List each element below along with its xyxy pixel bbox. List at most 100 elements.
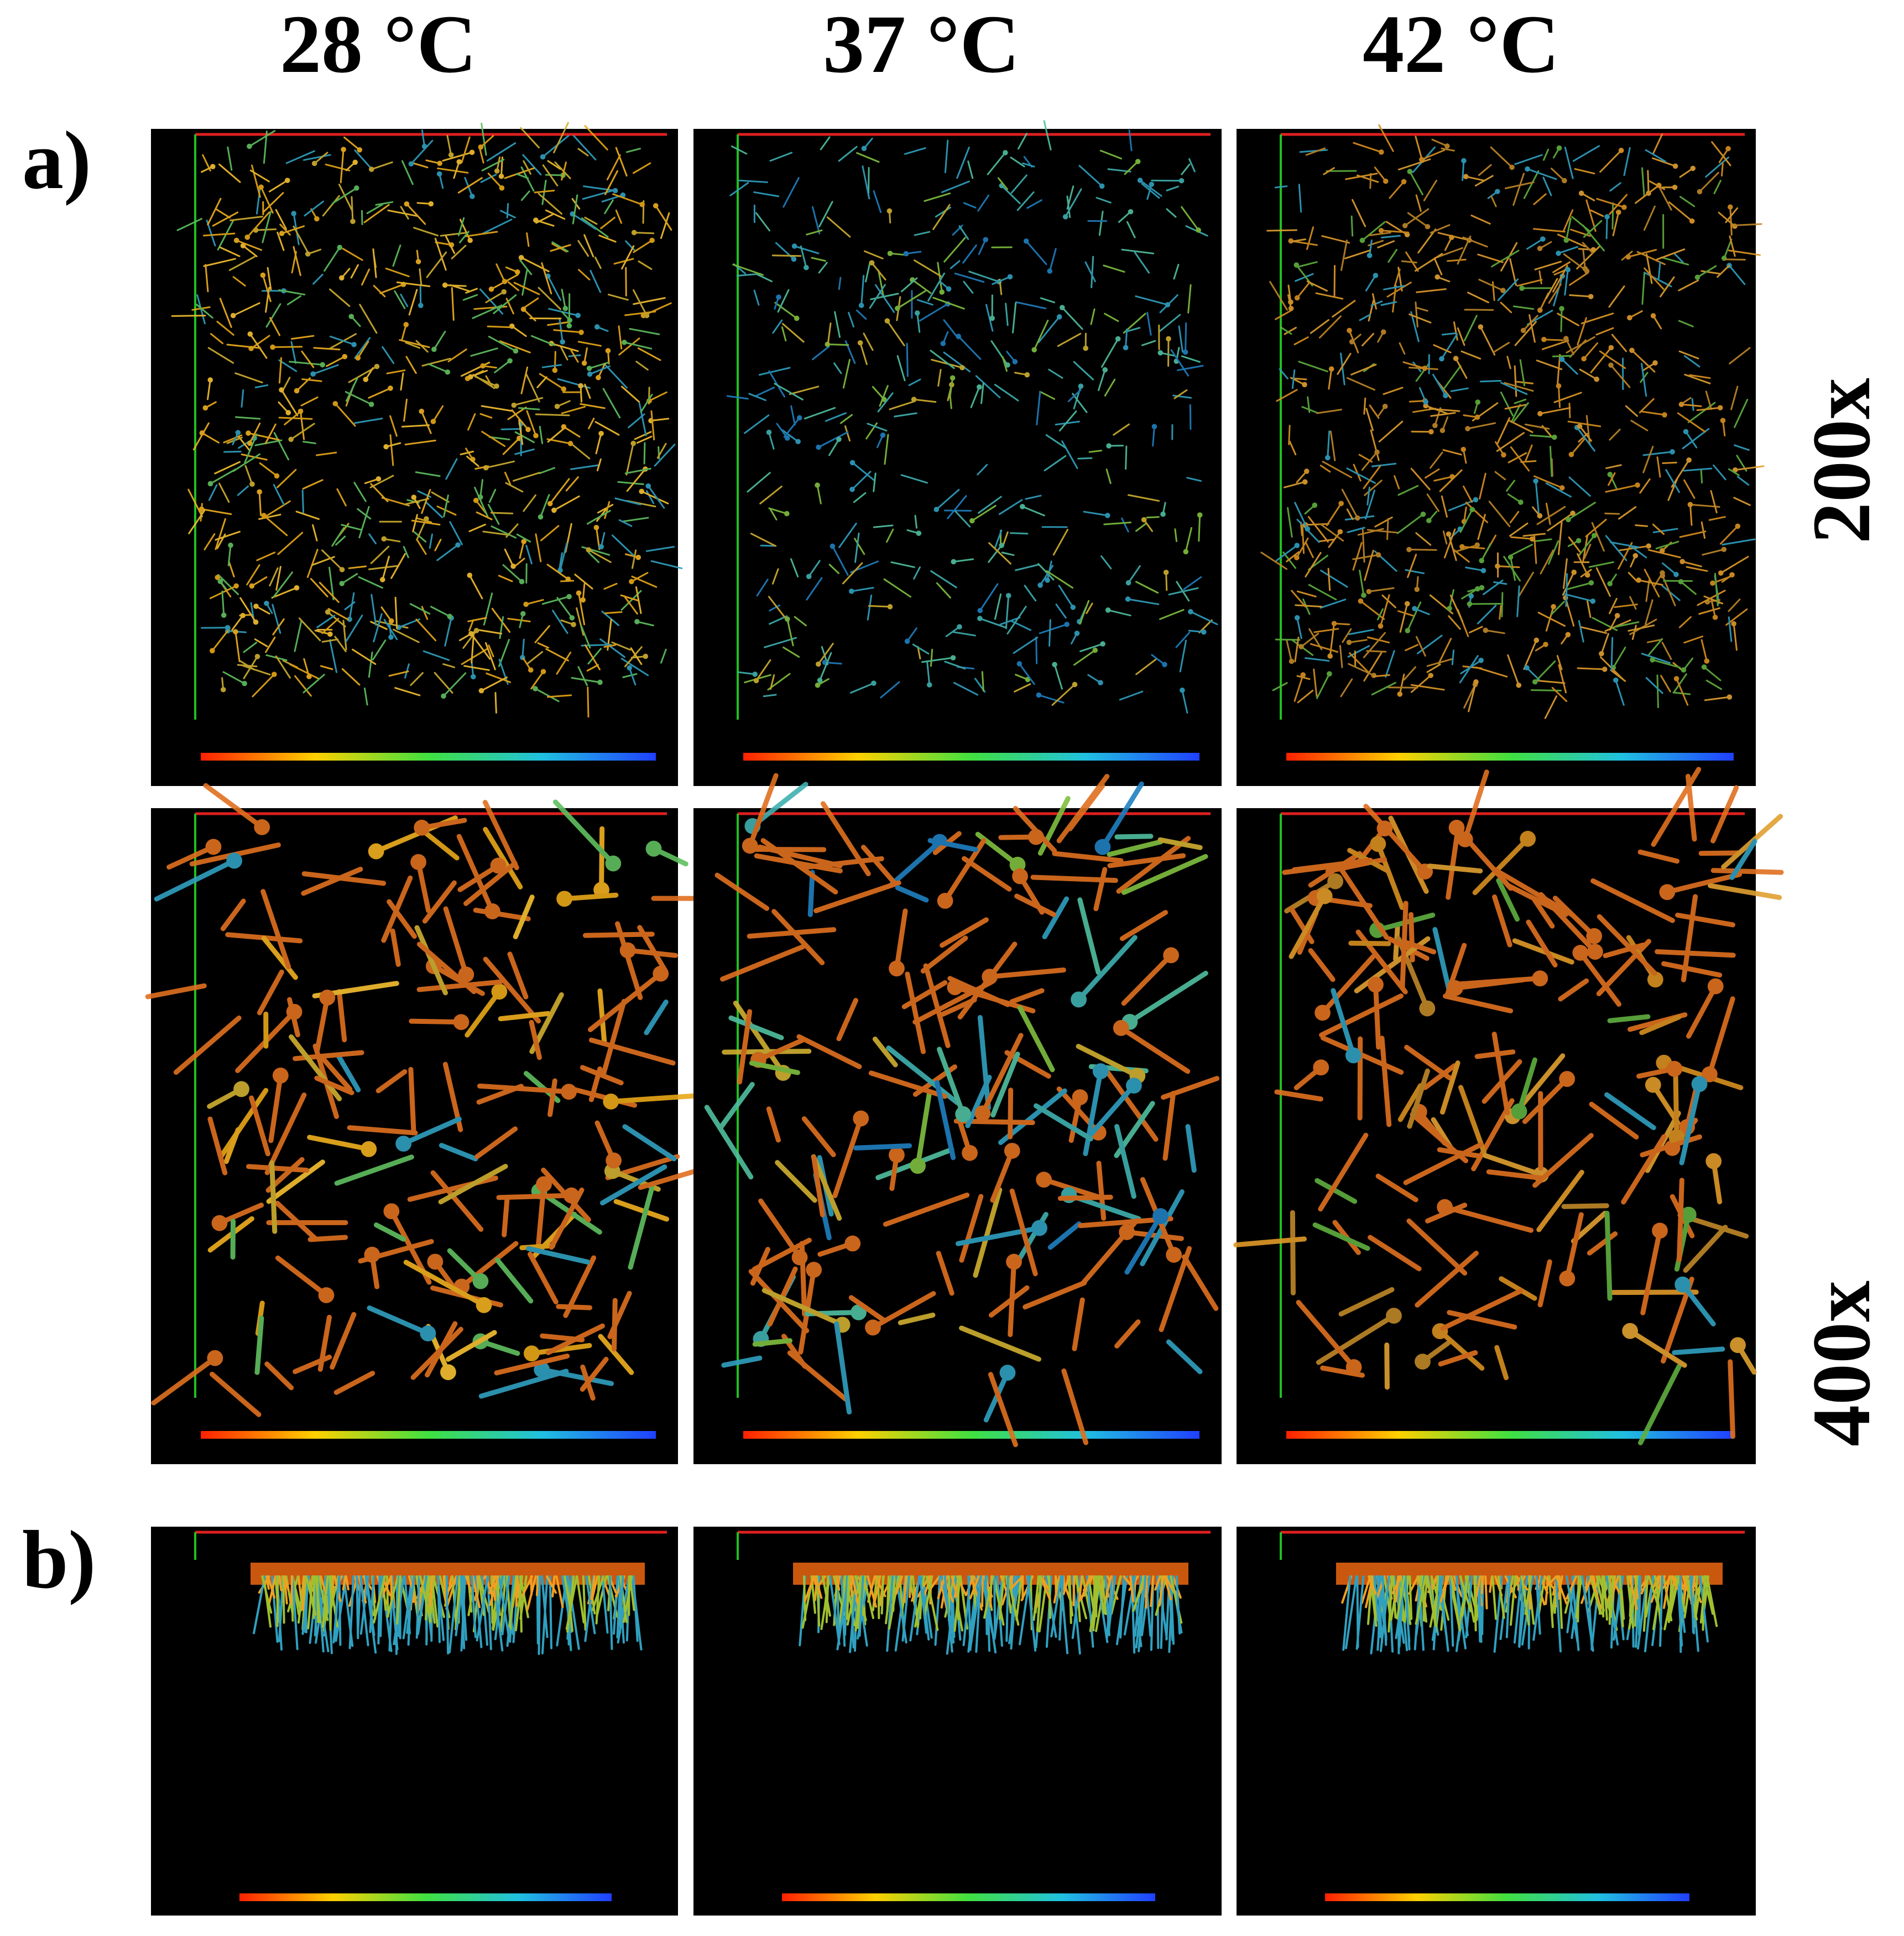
spore	[228, 543, 233, 548]
spore	[1727, 694, 1733, 700]
spore	[1135, 159, 1141, 164]
spore	[1465, 426, 1470, 431]
spore	[1690, 166, 1696, 171]
spore	[203, 405, 208, 411]
spore	[776, 294, 781, 300]
colorbar	[201, 1431, 656, 1439]
spore	[279, 231, 285, 236]
spore	[635, 555, 641, 560]
spore	[1686, 457, 1692, 463]
spore	[1731, 621, 1736, 627]
spore	[646, 841, 662, 857]
spore	[1379, 149, 1384, 155]
spore	[752, 672, 758, 677]
spore	[1622, 1323, 1638, 1339]
spore	[1473, 679, 1479, 685]
spore	[905, 639, 910, 644]
spore	[555, 404, 560, 409]
hypha	[1639, 1576, 1640, 1635]
spore	[1563, 237, 1569, 243]
spore	[1106, 443, 1112, 449]
spore	[233, 583, 239, 589]
spore	[1679, 559, 1685, 564]
spore	[240, 613, 246, 618]
spore	[294, 388, 300, 394]
spore	[1361, 592, 1366, 598]
hypha	[847, 1576, 849, 1619]
spore	[1530, 537, 1535, 542]
spore	[1645, 1077, 1661, 1093]
spore	[1123, 345, 1129, 351]
spore	[1500, 288, 1506, 293]
spore	[1397, 691, 1403, 697]
spore	[1003, 150, 1008, 155]
spore	[1000, 1365, 1016, 1381]
hypha	[495, 693, 496, 713]
hypha	[567, 1576, 569, 1644]
spore	[339, 275, 345, 281]
spore	[491, 983, 507, 1000]
spore	[977, 616, 983, 621]
spore	[587, 366, 592, 371]
spore	[1434, 274, 1440, 280]
spore	[288, 436, 294, 442]
spore	[1446, 532, 1452, 537]
spore	[1374, 450, 1380, 455]
spore	[1607, 581, 1613, 586]
spore	[445, 369, 451, 375]
spore	[1164, 570, 1169, 575]
spore	[1166, 1247, 1182, 1263]
spore	[605, 856, 621, 872]
spore	[1126, 1078, 1142, 1094]
spore	[468, 374, 473, 379]
spore	[791, 257, 797, 262]
spore	[1325, 455, 1331, 461]
spore	[895, 306, 900, 311]
panel-background	[693, 808, 1222, 1464]
spore	[470, 194, 475, 199]
spore	[418, 303, 424, 308]
hypha	[1502, 593, 1503, 617]
spore	[1673, 572, 1679, 577]
spore	[887, 209, 893, 214]
spore	[333, 401, 338, 407]
hypha	[550, 1576, 551, 1648]
spore	[1537, 513, 1543, 519]
spore	[1552, 435, 1557, 440]
spore	[369, 402, 374, 407]
microscopy-panel	[693, 1527, 1222, 1916]
spore	[1165, 302, 1171, 308]
spore	[1031, 1220, 1047, 1236]
spore	[1621, 205, 1627, 210]
spore	[1349, 339, 1355, 345]
hypha	[1351, 943, 1389, 944]
spore	[1495, 189, 1500, 194]
spore	[1479, 558, 1484, 564]
spore	[594, 324, 600, 330]
spore	[556, 891, 572, 907]
hypha	[1578, 668, 1605, 669]
hypha	[1566, 574, 1567, 606]
spore	[528, 667, 534, 673]
spore	[1473, 497, 1479, 503]
spore	[1305, 526, 1310, 532]
hypha	[302, 490, 303, 512]
spore	[494, 168, 500, 174]
spore	[578, 330, 584, 335]
spore	[946, 286, 952, 292]
spore	[1426, 518, 1432, 523]
spore	[598, 431, 604, 436]
spore	[1366, 589, 1371, 595]
spore	[1475, 414, 1480, 420]
spore	[1467, 601, 1473, 607]
spore	[561, 424, 567, 430]
spore	[1425, 224, 1431, 230]
spore	[1652, 360, 1658, 366]
spore	[1566, 632, 1571, 638]
spore	[236, 430, 241, 435]
spore	[1551, 604, 1556, 610]
spore	[1407, 169, 1413, 174]
spore	[956, 334, 961, 339]
spore	[816, 662, 821, 667]
spore	[242, 681, 247, 686]
